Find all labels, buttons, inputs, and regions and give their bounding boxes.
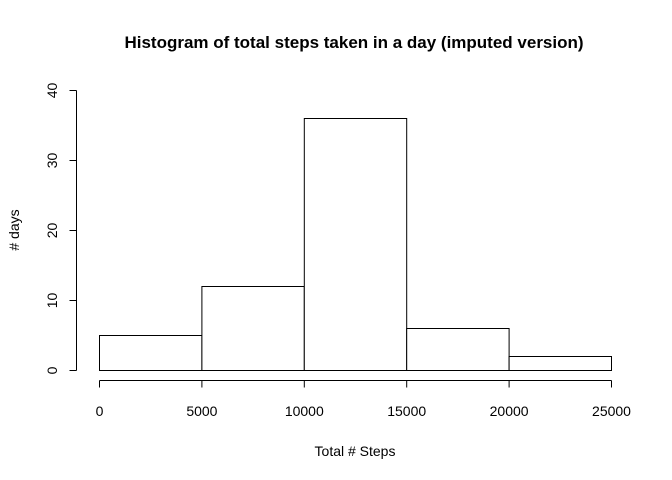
bars-layer	[99, 118, 613, 371]
histogram-bar	[99, 335, 203, 371]
histogram-bar	[508, 356, 613, 371]
y-tick-label: 10	[44, 293, 60, 309]
y-tick-label: 40	[44, 83, 60, 99]
histogram-bar	[303, 118, 408, 371]
y-tick-label: 0	[44, 366, 60, 374]
chart-title: Histogram of total steps taken in a day …	[124, 33, 583, 52]
x-tick-label: 5000	[186, 403, 217, 419]
x-axis: 0 5000 10000 15000 20000 25000	[96, 380, 631, 419]
y-tick-label: 20	[44, 223, 60, 239]
x-tick-label: 25000	[592, 403, 631, 419]
y-tick-label: 30	[44, 153, 60, 169]
x-tick-label: 10000	[285, 403, 324, 419]
y-axis-title: # days	[6, 209, 22, 250]
y-axis: 0 10 20 30 40	[44, 83, 77, 374]
x-tick-label: 15000	[387, 403, 426, 419]
x-tick-label: 0	[96, 403, 104, 419]
x-tick-label: 20000	[490, 403, 529, 419]
histogram-bar	[201, 286, 305, 371]
histogram-bar	[406, 328, 510, 371]
x-axis-title: Total # Steps	[315, 443, 396, 459]
